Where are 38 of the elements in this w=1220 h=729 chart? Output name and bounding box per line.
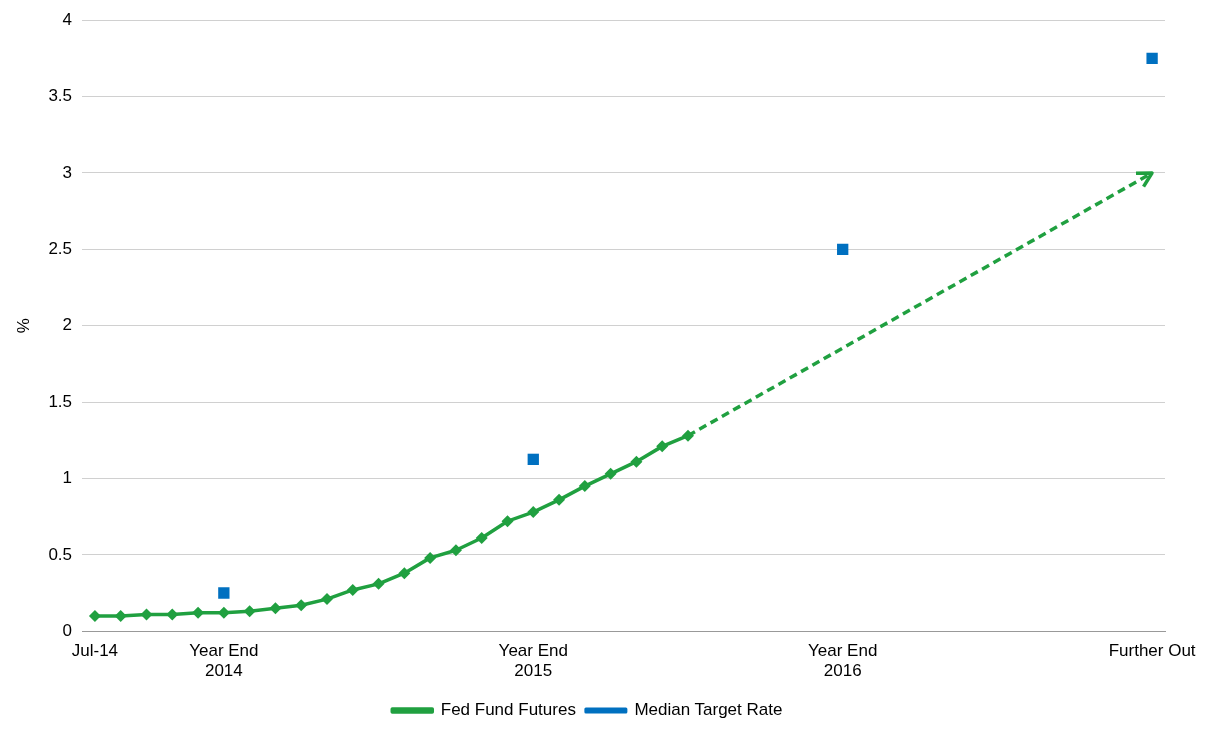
- point: [630, 455, 643, 468]
- point: [578, 480, 591, 493]
- y-tick-label: 0.5: [48, 544, 73, 564]
- y-tick-label: 3.5: [48, 86, 73, 106]
- point: [527, 453, 539, 466]
- legend-label: Fed Fund Futures: [440, 700, 576, 720]
- point: [346, 583, 359, 596]
- point: [320, 593, 333, 606]
- point: [424, 551, 437, 564]
- y-tick-label: 1: [62, 468, 73, 488]
- point: [88, 609, 101, 622]
- y-tick-label: 4: [62, 9, 73, 29]
- point: [475, 532, 488, 545]
- y-tick-label: 3: [62, 162, 73, 182]
- y-tick-label: 2: [62, 315, 73, 335]
- x-tick-label: Year End 2014: [189, 641, 259, 681]
- point: [656, 440, 669, 453]
- point: [527, 506, 540, 519]
- y-tick-label: 1.5: [48, 391, 73, 411]
- y-tick-label: 2.5: [48, 239, 73, 259]
- point: [501, 515, 514, 528]
- x-tick-label: Jul-14: [71, 641, 119, 661]
- point: [398, 567, 411, 580]
- x-tick-label: Further Out: [1108, 641, 1196, 661]
- point: [1146, 52, 1158, 65]
- point: [218, 587, 230, 599]
- y-axis-title: %: [13, 318, 33, 334]
- point: [553, 493, 566, 506]
- x-tick-label: Year End 2016: [808, 641, 878, 681]
- legend-label: Median Target Rate: [634, 700, 783, 720]
- point: [837, 243, 849, 255]
- point: [449, 544, 462, 557]
- point: [372, 577, 385, 590]
- point: [604, 467, 617, 480]
- point: [269, 602, 282, 615]
- x-tick-label: Year End 2015: [498, 641, 568, 681]
- y-tick-label: 0: [62, 620, 73, 640]
- point: [295, 599, 308, 612]
